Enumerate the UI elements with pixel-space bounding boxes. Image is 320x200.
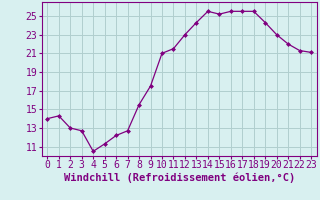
X-axis label: Windchill (Refroidissement éolien,°C): Windchill (Refroidissement éolien,°C) bbox=[64, 173, 295, 183]
